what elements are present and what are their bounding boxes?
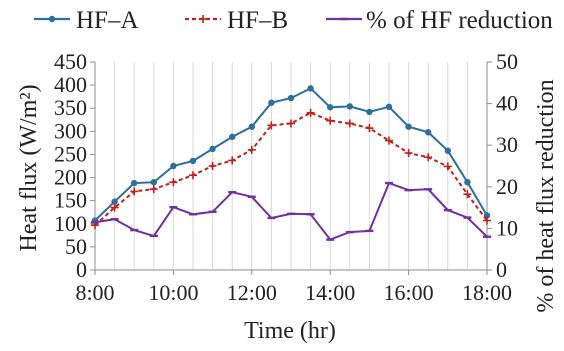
data-point — [130, 187, 139, 196]
x-tick-label: 16:00 — [384, 280, 434, 305]
data-point — [287, 119, 295, 128]
data-point — [111, 198, 118, 205]
ticks: 050100150200250300350400450010203040508:… — [54, 49, 518, 305]
y-tick-label-left: 150 — [54, 188, 87, 213]
data-point — [483, 216, 491, 225]
data-point — [444, 147, 451, 154]
y-axis-title-right: % of heat flux reduction — [533, 79, 559, 312]
data-point — [169, 178, 178, 187]
data-point — [385, 136, 393, 145]
grid — [94, 62, 488, 270]
data-point — [170, 162, 177, 170]
legend-item: HF–A — [34, 7, 139, 34]
x-tick-label: 10:00 — [148, 280, 198, 305]
legend: HF–A HF–B % of HF reduction — [34, 7, 553, 34]
series-line — [94, 111, 488, 226]
data-point — [326, 116, 335, 125]
data-point — [268, 99, 275, 106]
y-tick-label-right: 50 — [496, 49, 518, 74]
data-point — [463, 190, 472, 199]
data-point — [346, 103, 353, 110]
x-axis-title: Time (hr) — [244, 318, 336, 344]
y-axis-title-left: Heat flux (W/m²) — [16, 84, 42, 251]
x-tick-label: 8:00 — [75, 280, 114, 305]
data-point — [208, 162, 217, 170]
data-point — [404, 149, 413, 158]
series-3 — [91, 181, 491, 241]
data-point — [443, 162, 452, 171]
y-tick-label-right: 40 — [496, 91, 518, 116]
x-tick-label: 18:00 — [462, 280, 512, 305]
legend-label: % of HF reduction — [366, 7, 553, 34]
data-point — [345, 119, 354, 128]
legend-swatch-marker — [48, 15, 56, 23]
data-point — [189, 171, 197, 180]
legend-item: % of HF reduction — [326, 7, 553, 34]
y-tick-label-right: 30 — [496, 132, 518, 157]
data-point — [385, 103, 393, 111]
legend-item: HF–B — [185, 7, 288, 34]
data-point — [209, 145, 216, 153]
data-point — [366, 108, 373, 116]
data-point — [189, 157, 197, 165]
data-point — [365, 124, 374, 133]
y-tick-label-left: 200 — [54, 165, 87, 190]
y-tick-label-left: 100 — [54, 211, 87, 236]
series-1 — [91, 85, 491, 224]
data-point — [228, 156, 237, 165]
legend-label: HF–B — [227, 7, 288, 34]
x-tick-label: 14:00 — [305, 280, 355, 305]
data-point — [149, 185, 158, 194]
data-point — [131, 179, 138, 187]
data-point — [307, 85, 314, 92]
y-tick-label-left: 250 — [54, 141, 87, 166]
y-tick-label-right: 20 — [496, 174, 518, 199]
y-tick-label-left: 0 — [76, 257, 87, 282]
data-point — [287, 94, 295, 102]
data-point — [425, 129, 432, 136]
series-layer — [91, 85, 491, 241]
data-point — [267, 121, 276, 130]
data-point — [464, 178, 471, 186]
data-point — [424, 153, 433, 162]
y-tick-label-left: 400 — [54, 72, 87, 97]
data-point — [247, 145, 256, 154]
data-point — [110, 203, 119, 212]
y-tick-label-left: 300 — [54, 118, 87, 143]
legend-swatch-marker — [199, 15, 207, 23]
legend-label: HF–A — [76, 7, 139, 34]
y-tick-label-right: 0 — [496, 257, 507, 282]
y-tick-label-left: 450 — [54, 49, 87, 74]
y-tick-label-right: 10 — [496, 215, 518, 240]
series-2 — [91, 108, 491, 230]
data-point — [306, 108, 315, 117]
y-tick-label-left: 50 — [65, 234, 87, 259]
data-point — [150, 178, 157, 186]
data-point — [405, 123, 412, 130]
data-point — [248, 123, 255, 130]
data-point — [327, 104, 334, 111]
data-point — [229, 133, 236, 141]
y-tick-label-left: 350 — [54, 95, 87, 120]
x-tick-label: 12:00 — [227, 280, 277, 305]
